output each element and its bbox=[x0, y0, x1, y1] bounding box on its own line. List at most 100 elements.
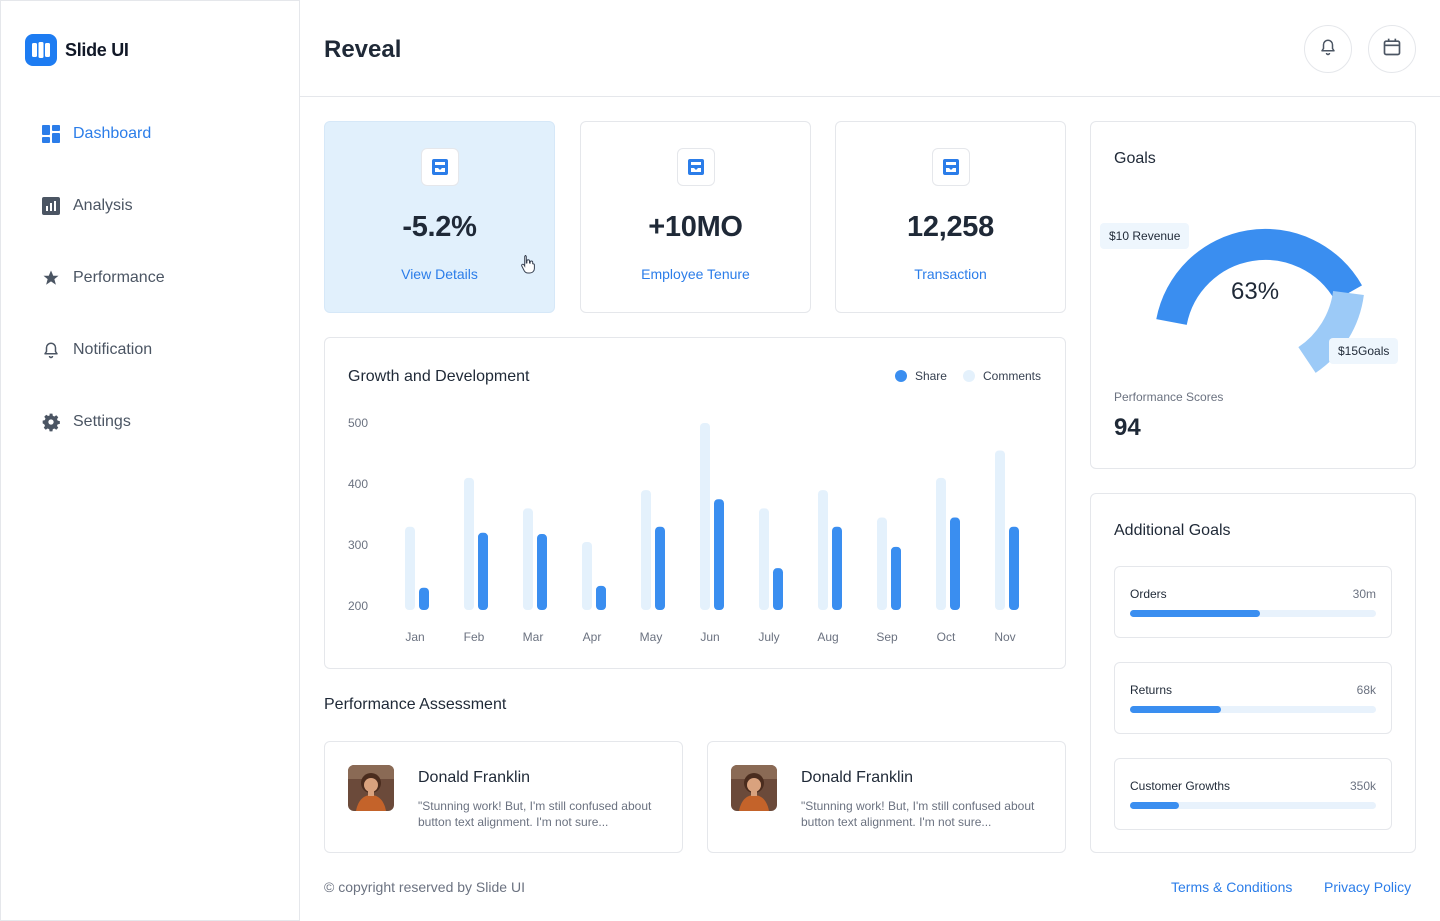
legend-label: Comments bbox=[982, 369, 1041, 383]
copyright-text: © copyright reserved by Slide UI bbox=[324, 879, 525, 895]
sidebar-item-settings[interactable]: Settings bbox=[41, 401, 165, 443]
progress-fill bbox=[1130, 706, 1222, 713]
performance-scores-label: Performance Scores bbox=[1114, 390, 1224, 404]
y-tick-label: 400 bbox=[348, 477, 368, 491]
additional-goals-card: Additional Goals Orders 30m Returns 68k … bbox=[1090, 493, 1416, 853]
terms-link[interactable]: Terms & Conditions bbox=[1171, 879, 1293, 895]
privacy-link[interactable]: Privacy Policy bbox=[1324, 879, 1412, 895]
bar-share[interactable] bbox=[655, 526, 665, 610]
legend-item-comments[interactable]: Comments bbox=[962, 369, 1041, 383]
bar-comments[interactable] bbox=[464, 477, 474, 610]
review-card[interactable]: Donald Franklin "Stunning work! But, I'm… bbox=[707, 741, 1066, 853]
x-tick-label: Mar bbox=[523, 630, 544, 644]
sidebar-item-performance[interactable]: Performance bbox=[41, 257, 165, 299]
bar-share[interactable] bbox=[714, 499, 724, 610]
bar-share[interactable] bbox=[478, 532, 488, 610]
logo[interactable]: Slide UI bbox=[25, 34, 129, 66]
sidebar-item-analysis[interactable]: Analysis bbox=[41, 185, 165, 227]
performance-scores-value: 94 bbox=[1114, 414, 1141, 441]
progress-fill bbox=[1130, 802, 1180, 809]
logo-icon bbox=[25, 34, 57, 66]
reviewer-name: Donald Franklin bbox=[801, 769, 914, 786]
bar-chart: 500 400 300 200 Jan Feb Mar Apr May Jun July Aug Sep… bbox=[348, 416, 1019, 644]
transaction-link[interactable]: Transaction bbox=[914, 266, 987, 282]
bar-comments[interactable] bbox=[641, 490, 651, 610]
bar-share[interactable] bbox=[832, 526, 842, 610]
progress-track bbox=[1130, 802, 1376, 809]
app-name: Slide UI bbox=[65, 39, 129, 60]
bar-share[interactable] bbox=[537, 534, 547, 610]
sidebar-item-label: Notification bbox=[73, 341, 153, 358]
goals-label: $15Goals bbox=[1329, 338, 1399, 364]
additional-goals-title: Additional Goals bbox=[1114, 522, 1231, 539]
bar-comments[interactable] bbox=[405, 526, 415, 610]
x-tick-label: May bbox=[640, 630, 663, 644]
bar-comments[interactable] bbox=[936, 477, 946, 610]
avatar bbox=[731, 765, 777, 811]
goal-item-returns[interactable]: Returns 68k bbox=[1114, 662, 1392, 734]
assessment-title: Performance Assessment bbox=[324, 696, 507, 713]
x-tick-label: Oct bbox=[937, 630, 956, 644]
growth-chart-card: Growth and Development Share Comments 50… bbox=[324, 337, 1066, 669]
sidebar-item-label: Analysis bbox=[73, 197, 133, 214]
bar-comments[interactable] bbox=[759, 508, 769, 610]
sidebar-item-dashboard[interactable]: Dashboard bbox=[41, 113, 165, 155]
review-text: "Stunning work! But, I'm still confused … bbox=[418, 799, 652, 829]
x-tick-label: Nov bbox=[994, 630, 1015, 644]
chart-title: Growth and Development bbox=[348, 368, 530, 385]
analysis-icon bbox=[41, 196, 61, 216]
bar-share[interactable] bbox=[950, 517, 960, 610]
goals-percent: 63% bbox=[1231, 278, 1280, 305]
avatar bbox=[348, 765, 394, 811]
goals-title: Goals bbox=[1114, 150, 1156, 167]
stat-card-tenure[interactable]: +10MO Employee Tenure bbox=[580, 121, 811, 313]
goal-value: 68k bbox=[1356, 683, 1376, 697]
sidebar-item-label: Dashboard bbox=[73, 125, 152, 142]
top-header: Reveal bbox=[300, 0, 1440, 97]
sidebar: Slide UI Dashboard Analysis Performance … bbox=[0, 0, 300, 921]
review-text: "Stunning work! But, I'm still confused … bbox=[801, 799, 1035, 829]
bar-comments[interactable] bbox=[818, 490, 828, 610]
goals-card: Goals $10 Revenue $15Goals 63% Performan… bbox=[1090, 121, 1416, 469]
goal-label: Customer Growths bbox=[1130, 779, 1231, 793]
view-details-link[interactable]: View Details bbox=[401, 266, 478, 282]
bell-icon bbox=[41, 340, 61, 360]
calendar-icon bbox=[1382, 37, 1402, 62]
y-tick-label: 500 bbox=[348, 416, 368, 430]
gear-icon bbox=[41, 412, 61, 432]
calendar-button[interactable] bbox=[1368, 25, 1416, 73]
bar-share[interactable] bbox=[891, 546, 901, 610]
goal-item-customer-growths[interactable]: Customer Growths 350k bbox=[1114, 758, 1392, 830]
revenue-label: $10 Revenue bbox=[1100, 223, 1190, 249]
bar-share[interactable] bbox=[419, 587, 429, 610]
dashboard-icon bbox=[41, 124, 61, 144]
bar-comments[interactable] bbox=[582, 541, 592, 610]
stat-value: 12,258 bbox=[907, 211, 994, 243]
goal-item-orders[interactable]: Orders 30m bbox=[1114, 566, 1392, 638]
bar-comments[interactable] bbox=[877, 517, 887, 610]
bar-comments[interactable] bbox=[700, 423, 710, 610]
x-tick-label: July bbox=[758, 630, 779, 644]
stat-card-transaction[interactable]: 12,258 Transaction bbox=[835, 121, 1066, 313]
bar-share[interactable] bbox=[1009, 526, 1019, 610]
legend-item-share[interactable]: Share bbox=[894, 369, 947, 383]
stat-value: +10MO bbox=[648, 211, 743, 243]
review-card[interactable]: Donald Franklin "Stunning work! But, I'm… bbox=[324, 741, 683, 853]
sidebar-item-notification[interactable]: Notification bbox=[41, 329, 165, 371]
x-tick-label: Sep bbox=[876, 630, 898, 644]
x-tick-label: Aug bbox=[817, 630, 838, 644]
chart-legend: Share Comments bbox=[894, 369, 1041, 383]
goals-gauge bbox=[1156, 228, 1364, 373]
bar-comments[interactable] bbox=[523, 508, 533, 610]
stat-card-change[interactable]: -5.2% View Details bbox=[324, 121, 555, 313]
employee-tenure-link[interactable]: Employee Tenure bbox=[641, 266, 750, 282]
bar-share[interactable] bbox=[773, 568, 783, 610]
goal-label: Returns bbox=[1130, 683, 1173, 697]
notification-button[interactable] bbox=[1304, 25, 1352, 73]
x-tick-label: Apr bbox=[583, 630, 602, 644]
hand-cursor-icon bbox=[520, 254, 536, 279]
reviewer-name: Donald Franklin bbox=[418, 769, 531, 786]
bar-share[interactable] bbox=[596, 585, 606, 610]
bar-comments[interactable] bbox=[995, 450, 1005, 610]
stat-value: -5.2% bbox=[402, 211, 477, 243]
